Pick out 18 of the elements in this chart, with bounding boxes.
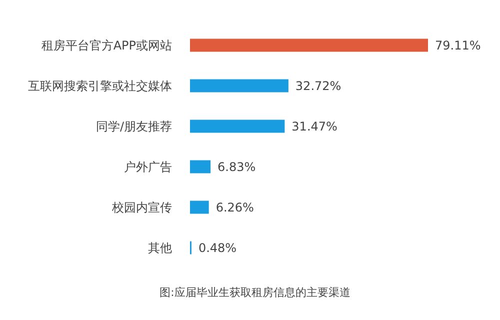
bar <box>190 79 288 92</box>
data-label: 6.26% <box>216 200 254 215</box>
text: 图:应届毕业生获取租房信息的主要渠道 <box>158 285 352 300</box>
data-label: 0.48% <box>198 241 237 256</box>
y-tick-label: 同学/朋友推荐 <box>96 120 172 134</box>
y-tick-label: 户外广告 <box>124 160 172 174</box>
y-tick-label: 其他 <box>148 241 172 256</box>
bar <box>190 160 211 174</box>
data-label: 31.47% <box>292 120 338 134</box>
bar <box>190 38 428 52</box>
data-label: 79.11% <box>435 38 481 53</box>
bar <box>190 120 285 133</box>
data-label: 32.72% <box>295 79 342 94</box>
y-tick-label: 校园内宣传 <box>111 200 172 215</box>
bar <box>190 200 209 214</box>
y-tick-label: 租房平台官方APP或网站 <box>41 38 172 53</box>
data-label: 6.83% <box>218 160 256 174</box>
y-tick-label: 互联网搜索引擎或社交媒体 <box>28 79 172 94</box>
